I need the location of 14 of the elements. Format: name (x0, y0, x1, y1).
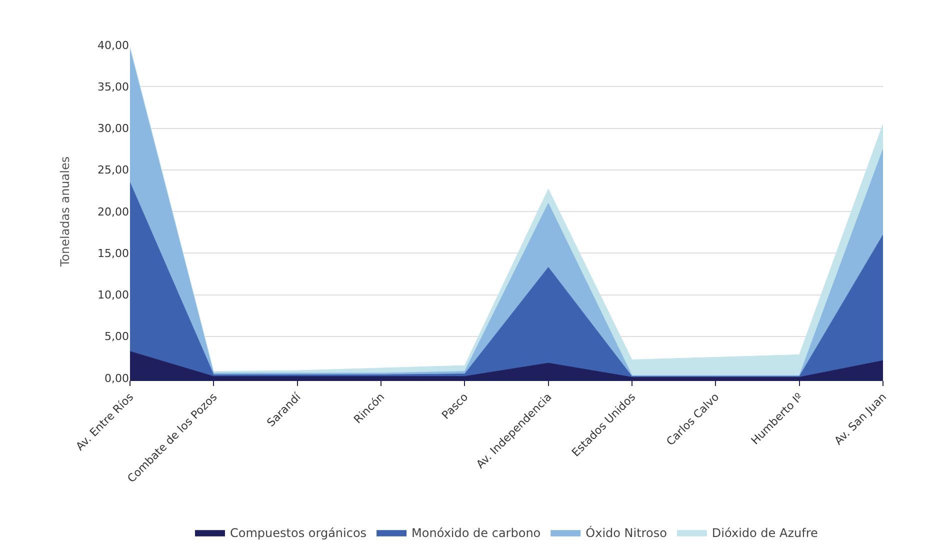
y-tick-label: 25,00 (98, 164, 129, 177)
legend-label: Monóxido de carbono (412, 526, 541, 540)
y-tick-label: 0,00 (104, 372, 129, 385)
legend-label: Óxido Nitroso (586, 525, 667, 540)
y-tick-label: 20,00 (98, 205, 129, 218)
legend-label: Dióxido de Azufre (712, 526, 818, 540)
legend-label: Compuestos orgánicos (230, 526, 367, 540)
y-tick-label: 40,00 (98, 38, 129, 52)
y-tick-label: 30,00 (98, 122, 129, 136)
y-axis-title: Toneladas anuales (58, 156, 72, 268)
y-tick-label: 15,00 (98, 246, 129, 260)
y-tick-label: 5,00 (104, 330, 129, 344)
y-tick-label: 10,00 (98, 288, 129, 302)
y-tick-label: 35,00 (98, 80, 129, 94)
